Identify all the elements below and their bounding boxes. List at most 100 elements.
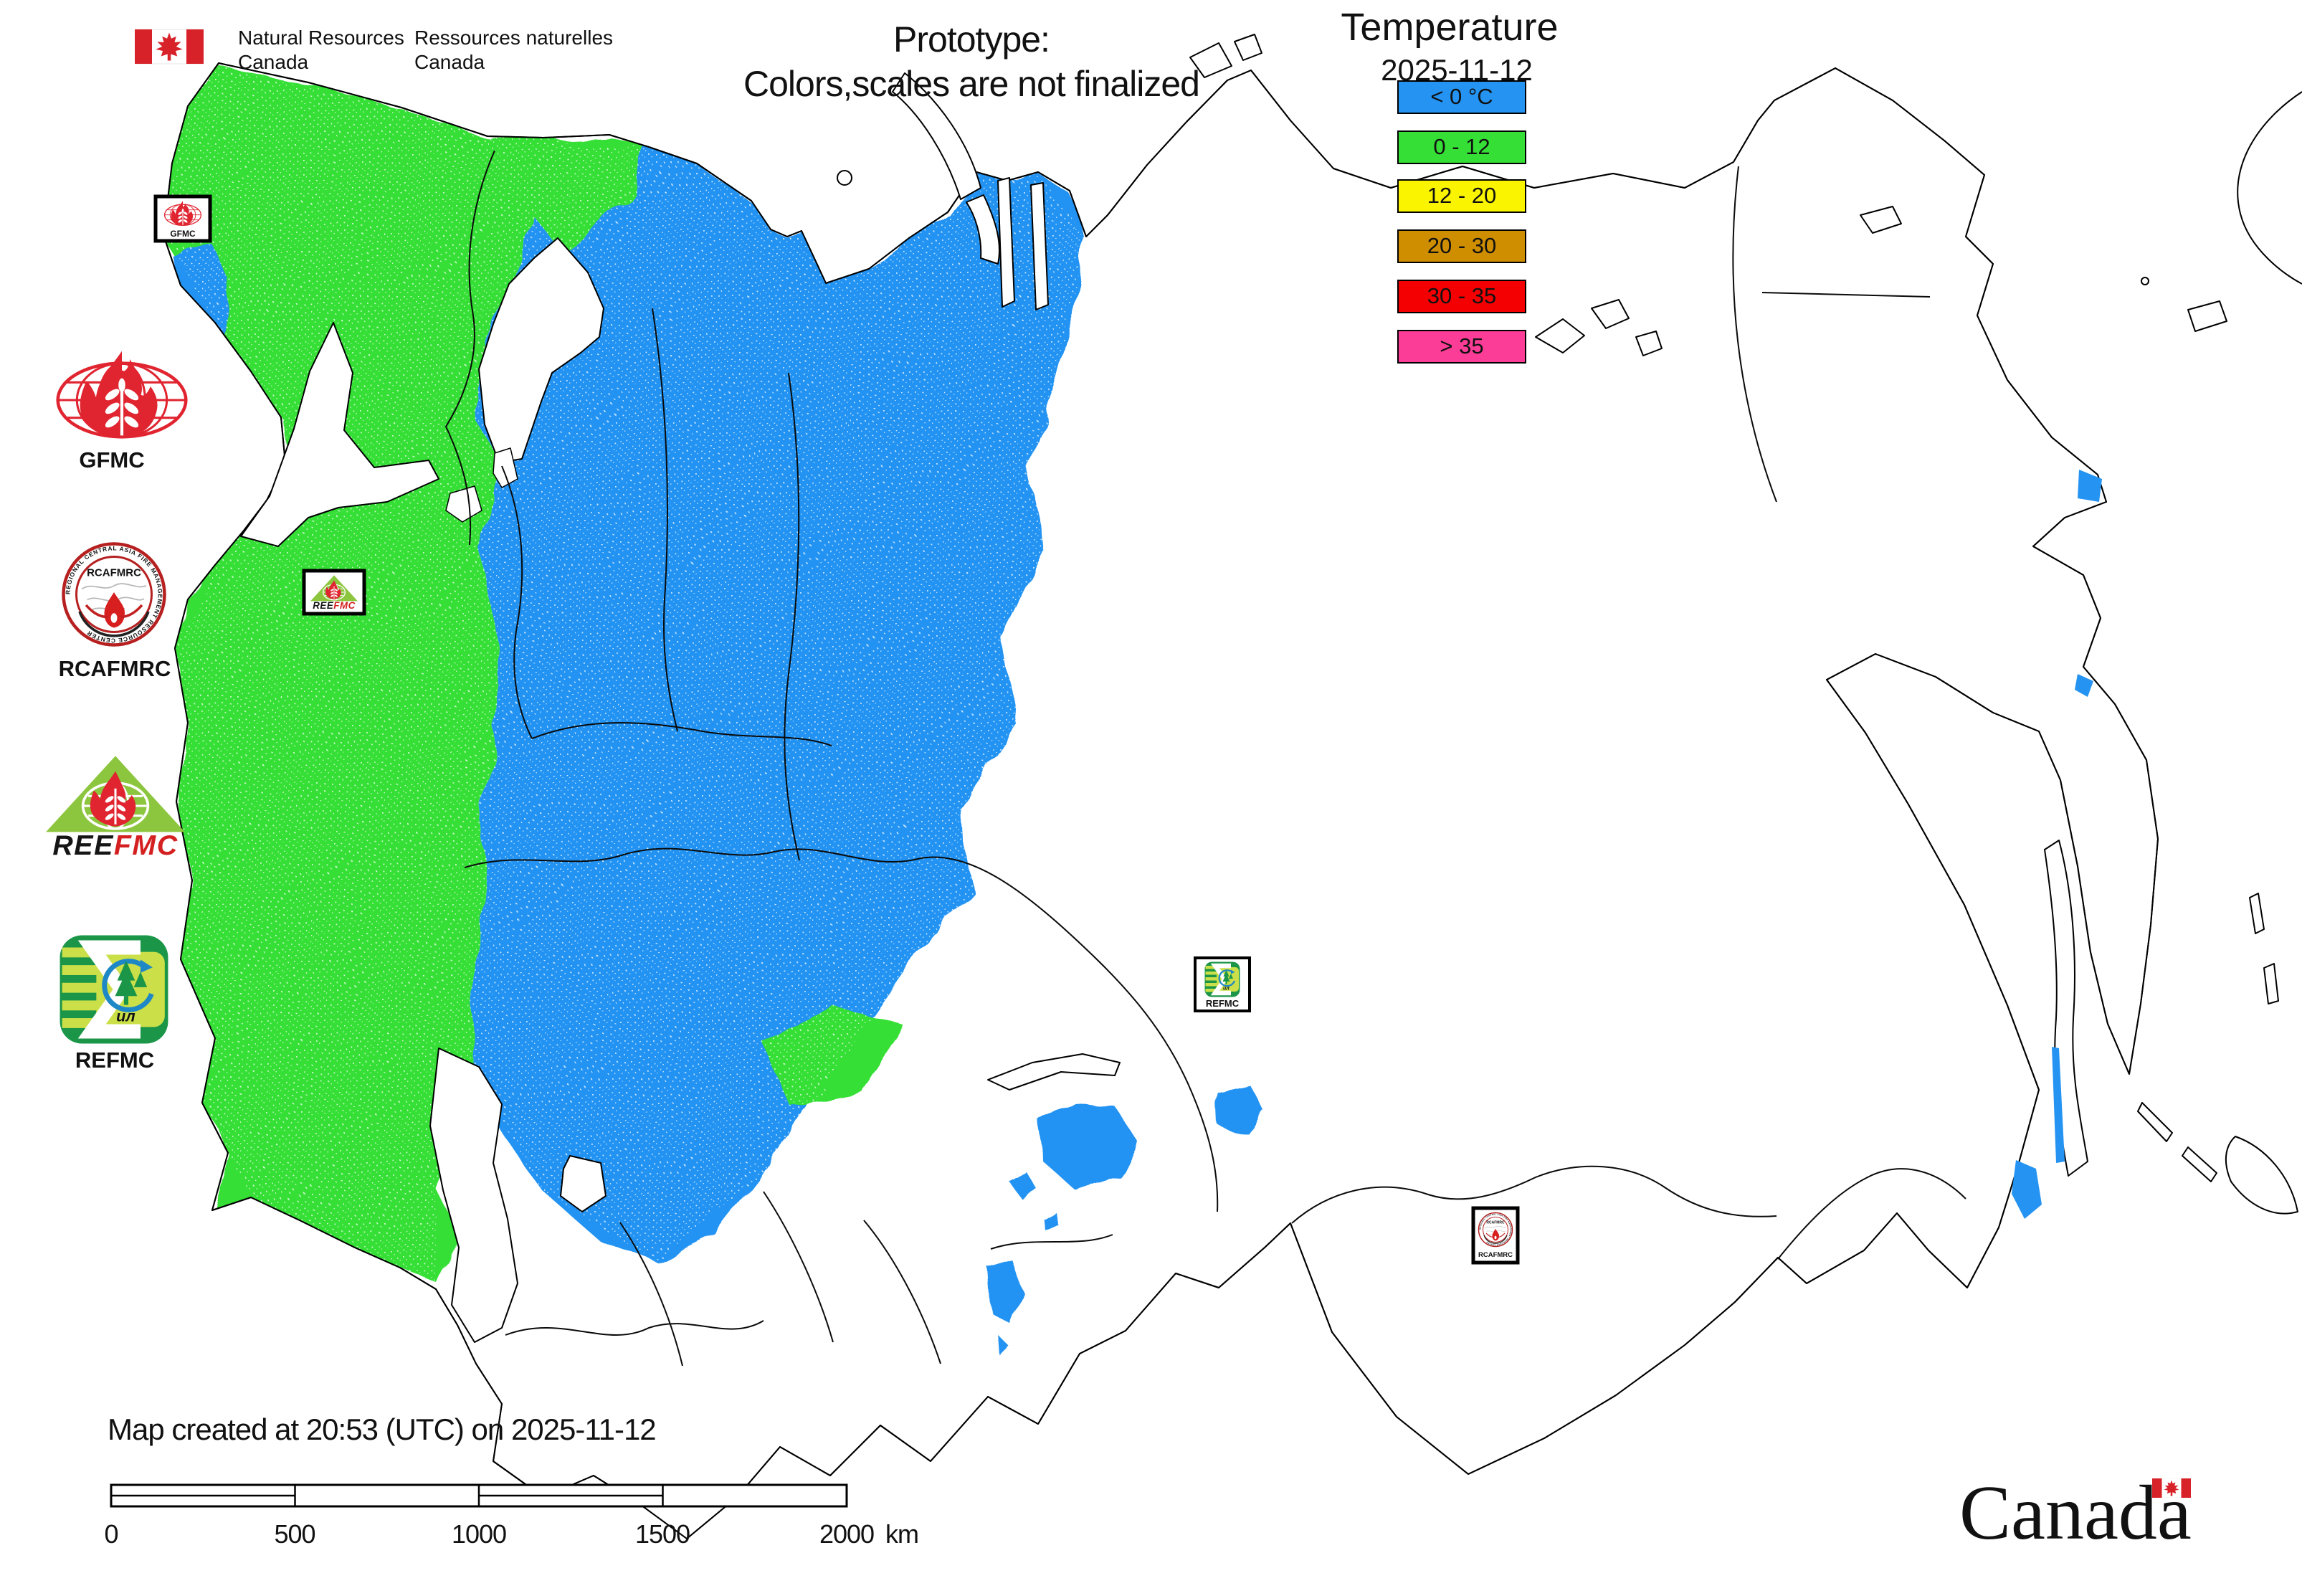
marker-rcafmrc-label: RCAFMRC	[1478, 1251, 1513, 1259]
patch-pamir	[988, 1260, 1022, 1354]
wrangel-island	[1860, 206, 1902, 234]
nrcan-fr-line2: Canada	[414, 51, 485, 73]
marker-gfmc: GFMC	[153, 194, 212, 243]
coastal-cold-flecks	[2012, 470, 2102, 1219]
legend-title: Temperature	[1341, 6, 1558, 49]
temperature-legend: Temperature 2025-11-12 < 0 °C 0 - 12 12 …	[1341, 6, 1559, 364]
ob-gulf	[1030, 182, 1049, 310]
refmc-sigma-icon	[60, 936, 168, 1044]
gfmc-logo: GFMC	[58, 351, 186, 472]
legend-item-0-12: 0 - 12	[1397, 130, 1526, 164]
lake-onega	[493, 447, 518, 488]
seas-and-lakes	[240, 177, 1121, 1343]
reefmc-logo	[44, 754, 186, 860]
map-layer: GFMC REFMC RCAFMRC	[153, 34, 2302, 1539]
border-finland-russia	[444, 150, 495, 546]
fleck-sakhalin-strip	[2052, 1047, 2065, 1163]
marker-rcafmrc: RCAFMRC	[1471, 1206, 1520, 1265]
raster-noise-overlay	[163, 66, 1085, 1283]
marker-reefmc	[302, 569, 366, 616]
scale-tick-1500: 1500	[635, 1519, 690, 1549]
sakhalin-island	[2044, 840, 2088, 1177]
legend-label-30-35: 30 - 35	[1427, 283, 1497, 308]
lake-balkhash	[987, 1053, 1121, 1091]
nrcan-en-line2: Canada	[238, 51, 309, 73]
caspian-sea	[429, 1048, 518, 1343]
hokkaido-partial	[2225, 1136, 2298, 1215]
scale-tick-0: 0	[104, 1519, 118, 1549]
baltic-sea	[240, 322, 439, 547]
canada-wordmark: Canada	[1959, 1471, 2192, 1556]
marker-refmc: REFMC	[1194, 956, 1251, 1012]
legend-label-12-20: 12 - 20	[1427, 183, 1497, 208]
eurasia-coastline-stroke	[163, 62, 2159, 1539]
kolguyev-island	[837, 170, 852, 186]
legend-swatch-below-zero	[1397, 80, 1526, 114]
legend-item-above-35: > 35	[1397, 330, 1526, 364]
taz-gulf	[997, 177, 1015, 308]
legend-item-20-30: 20 - 30	[1397, 229, 1526, 263]
legend-label-0-12: 0 - 12	[1433, 134, 1490, 159]
new-siberian-islands	[1535, 299, 1663, 356]
scale-tick-1000: 1000	[452, 1519, 506, 1549]
legend-label-20-30: 20 - 30	[1427, 233, 1497, 258]
legend-item-below-zero: < 0 °C	[1397, 80, 1526, 114]
legend-label-above-35: > 35	[1440, 333, 1483, 358]
footer: Map created at 20:53 (UTC) on 2025-11-12…	[104, 1412, 2191, 1556]
fleck-chukotka	[2078, 470, 2102, 502]
borders	[444, 150, 1966, 1367]
border-central-asia-4	[863, 1220, 941, 1364]
border-mongolia-north	[1291, 1165, 1777, 1224]
refmc-label: REFMC	[75, 1048, 154, 1073]
novaya-zemlya	[892, 72, 1000, 265]
prototype-notice-line1: Prototype:	[893, 19, 1050, 60]
scale-tick-2000: 2000	[819, 1519, 874, 1549]
diomede-island	[2141, 277, 2149, 285]
border-kazakhstan	[464, 847, 1219, 1212]
patch-issyk	[1219, 1086, 1263, 1133]
cold-patches	[988, 1086, 1263, 1354]
border-central-asia-2	[619, 1222, 683, 1367]
fleck-amur	[2012, 1160, 2042, 1219]
border-ne-china	[1777, 1168, 1966, 1260]
rcafmrc-label: RCAFMRC	[59, 656, 171, 681]
aral-sea	[560, 1155, 607, 1212]
border-admin-vertical-2	[784, 372, 800, 861]
reefmc-triangle-icon	[44, 754, 186, 860]
legend-swatch-12-20	[1397, 179, 1526, 213]
islands	[837, 34, 2302, 1215]
severnaya-zemlya	[1189, 34, 1262, 78]
fleck-anadyr	[2075, 674, 2093, 697]
border-chukotka-admin	[1761, 292, 1931, 298]
border-kyrgyz	[990, 1234, 1113, 1250]
legend-swatch-above-35	[1397, 330, 1526, 364]
rcafmrc-logo: RCAFMRC	[59, 544, 171, 681]
legend-item-30-35: 30 - 35	[1397, 280, 1526, 313]
legend-swatch-20-30	[1397, 229, 1526, 263]
marker-refmc-label: REFMC	[1206, 998, 1240, 1009]
rcafmrc-circle-icon	[64, 544, 165, 645]
map-created-text: Map created at 20:53 (UTC) on 2025-11-12	[108, 1412, 656, 1446]
canada-wordmark-flag-icon	[2152, 1478, 2191, 1498]
scale-bar: 0 500 1000 1500 2000 km	[104, 1483, 919, 1549]
marker-gfmc-label: GFMC	[170, 229, 196, 239]
gfmc-globe-flame-icon	[58, 351, 186, 439]
border-karelia-admin	[501, 465, 533, 739]
nrcan-en-line1: Natural Resources	[238, 27, 404, 49]
border-sakha-admin	[1732, 166, 1777, 503]
prototype-notice-line2: Colors,scales are not finalized	[743, 64, 1199, 104]
kuril-islands	[2137, 893, 2279, 1182]
white-sea	[478, 237, 604, 463]
prototype-notice: Prototype: Colors,scales are not finaliz…	[743, 19, 1200, 104]
border-admin-horizontal	[531, 722, 832, 746]
gfmc-label: GFMC	[79, 447, 144, 472]
legend-swatch-0-12	[1397, 130, 1526, 164]
alaska-partial	[2237, 91, 2302, 285]
patch-tian-shan	[1009, 1104, 1136, 1232]
nrcan-signature: Natural Resources Canada Ressources natu…	[135, 27, 613, 73]
canada-flag-icon	[135, 29, 204, 65]
lake-ladoga	[445, 485, 482, 523]
st-lawrence-island	[2187, 300, 2227, 332]
